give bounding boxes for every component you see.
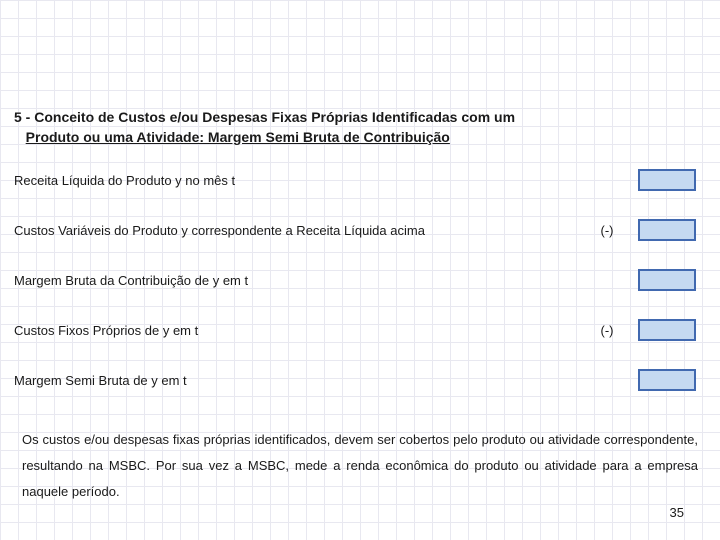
row-label: Receita Líquida do Produto y no mês t (14, 173, 708, 188)
value-box (638, 319, 696, 341)
calc-row: Margem Semi Bruta de y em t (12, 369, 708, 391)
page-number: 35 (670, 505, 684, 520)
row-sign: (-) (592, 323, 622, 338)
value-box (638, 369, 696, 391)
calc-row: Custos Variáveis do Produto y correspond… (12, 219, 708, 241)
row-label: Margem Semi Bruta de y em t (14, 373, 708, 388)
footer-text: Os custos e/ou despesas fixas próprias i… (12, 419, 708, 505)
row-label: Margem Bruta da Contribuição de y em t (14, 273, 708, 288)
calc-row: Receita Líquida do Produto y no mês t (12, 169, 708, 191)
value-box (638, 169, 696, 191)
title-line-2: Produto ou uma Atividade: Margem Semi Br… (26, 129, 450, 145)
title-line-1: 5 - Conceito de Custos e/ou Despesas Fix… (14, 109, 515, 125)
value-box (638, 219, 696, 241)
value-box (638, 269, 696, 291)
row-sign: (-) (592, 223, 622, 238)
calc-row: Margem Bruta da Contribuição de y em t (12, 269, 708, 291)
calc-row: Custos Fixos Próprios de y em t (-) (12, 319, 708, 341)
slide-title: 5 - Conceito de Custos e/ou Despesas Fix… (12, 108, 708, 147)
slide-content: 5 - Conceito de Custos e/ou Despesas Fix… (0, 0, 720, 505)
